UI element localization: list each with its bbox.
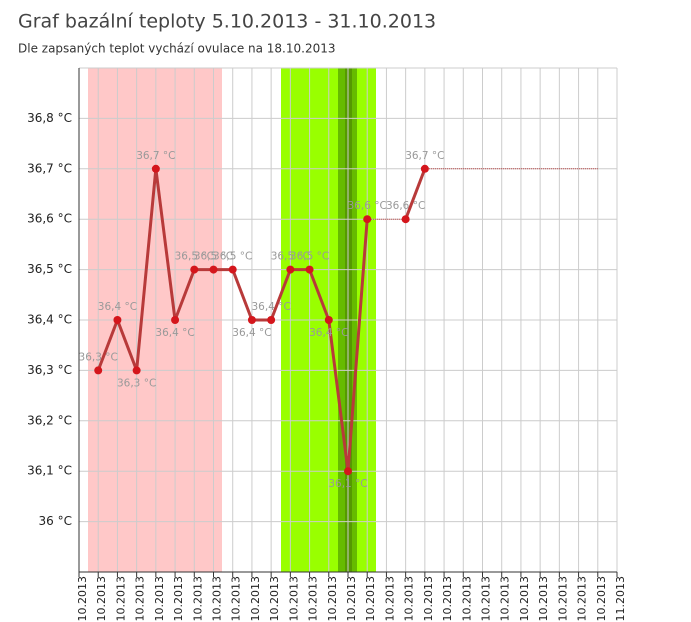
data-label: 36,3 °C — [117, 377, 156, 389]
data-point — [247, 316, 256, 324]
x-tick-label: 6.10.2013 — [114, 576, 127, 622]
x-tick-label: 16.10.2013 — [307, 576, 320, 622]
x-tick-label: 11.10.2013 — [211, 576, 224, 622]
x-tick-label: 12.10.2013 — [230, 576, 243, 622]
data-label: 36,5 °C — [194, 251, 233, 263]
x-tick-label: 29.10.2013 — [556, 576, 569, 622]
data-label: 36,6 °C — [348, 200, 387, 212]
data-label: 36,4 °C — [232, 327, 271, 339]
y-tick-label: 36,3 °C — [27, 363, 72, 377]
data-point — [113, 316, 122, 324]
data-point — [190, 265, 199, 274]
temperature-line — [404, 168, 427, 220]
y-tick-label: 36 °C — [39, 514, 72, 528]
data-label: 36,5 °C — [290, 251, 329, 263]
x-tick-label: 19.10.2013 — [364, 576, 377, 622]
data-label: 36,4 °C — [309, 327, 348, 339]
data-label: 36,5 °C — [175, 251, 214, 263]
x-tick-label: 26.10.2013 — [499, 576, 512, 622]
data-label: 36,4 °C — [155, 327, 194, 339]
chart-subtitle: Dle zapsaných teplot vychází ovulace na … — [18, 42, 336, 56]
data-point — [401, 215, 410, 224]
data-point — [286, 265, 295, 274]
y-tick-label: 36,5 °C — [27, 262, 72, 276]
x-tick-label: 20.10.2013 — [383, 576, 396, 622]
data-label: 36,3 °C — [79, 351, 118, 363]
chart-title: Graf bazální teploty 5.10.2013 - 31.10.2… — [18, 11, 436, 33]
data-point — [94, 366, 103, 375]
x-tick-label: 7.10.2013 — [134, 576, 147, 622]
data-point — [267, 316, 276, 324]
data-label: 36,7 °C — [405, 150, 444, 162]
x-tick-label: 17.10.2013 — [326, 576, 339, 622]
data-label: 36,1 °C — [328, 478, 367, 490]
data-point — [420, 164, 429, 173]
data-label: 36,4 °C — [251, 301, 290, 313]
data-label: 36,6 °C — [386, 200, 425, 212]
data-label: 36,5 °C — [271, 251, 310, 263]
data-point — [171, 316, 180, 324]
data-point — [344, 467, 352, 476]
y-tick-label: 36,2 °C — [27, 413, 72, 427]
x-tick-label: 30.10.2013 — [576, 576, 589, 622]
data-point — [209, 265, 218, 274]
x-tick-label: 8.10.2013 — [153, 576, 166, 622]
x-tick-label: 31.10.2013 — [595, 576, 608, 622]
x-tick-label: 23.10.2013 — [441, 576, 454, 622]
x-tick-label: 21.10.2013 — [403, 576, 416, 622]
data-label: 36,7 °C — [136, 150, 175, 162]
x-tick-label: 14.10.2013 — [268, 576, 281, 622]
x-tick-label: 15.10.2013 — [287, 576, 300, 622]
x-tick-label: 22.10.2013 — [422, 576, 435, 622]
data-point — [132, 366, 141, 375]
data-point — [363, 215, 372, 224]
x-tick-label: 24.10.2013 — [460, 576, 473, 622]
x-tick-label: 28.10.2013 — [537, 576, 550, 622]
data-point — [151, 164, 160, 173]
x-tick-label: 27.10.2013 — [518, 576, 531, 622]
x-tick-label: 25.10.2013 — [480, 576, 493, 622]
x-tick-label: 10.10.2013 — [191, 576, 204, 622]
data-label: 36,5 °C — [213, 251, 252, 263]
y-tick-label: 36,8 °C — [27, 111, 72, 125]
x-tick-label: 13.10.2013 — [249, 576, 262, 622]
y-tick-label: 36,4 °C — [27, 313, 72, 327]
y-tick-label: 36,7 °C — [27, 161, 72, 175]
x-tick-label: 9.10.2013 — [172, 576, 185, 622]
y-tick-label: 36,6 °C — [27, 212, 72, 226]
x-tick-label: 4.10.2013 — [76, 576, 89, 622]
data-point — [305, 265, 314, 274]
x-tick-label: 18.10.2013 — [345, 576, 358, 622]
data-point — [324, 316, 333, 324]
data-point — [228, 265, 237, 274]
data-label: 36,4 °C — [98, 301, 137, 313]
x-tick-label: 5.10.2013 — [95, 576, 108, 622]
y-tick-label: 36,1 °C — [27, 464, 72, 478]
x-tick-label: 1.11.2013 — [614, 576, 627, 622]
